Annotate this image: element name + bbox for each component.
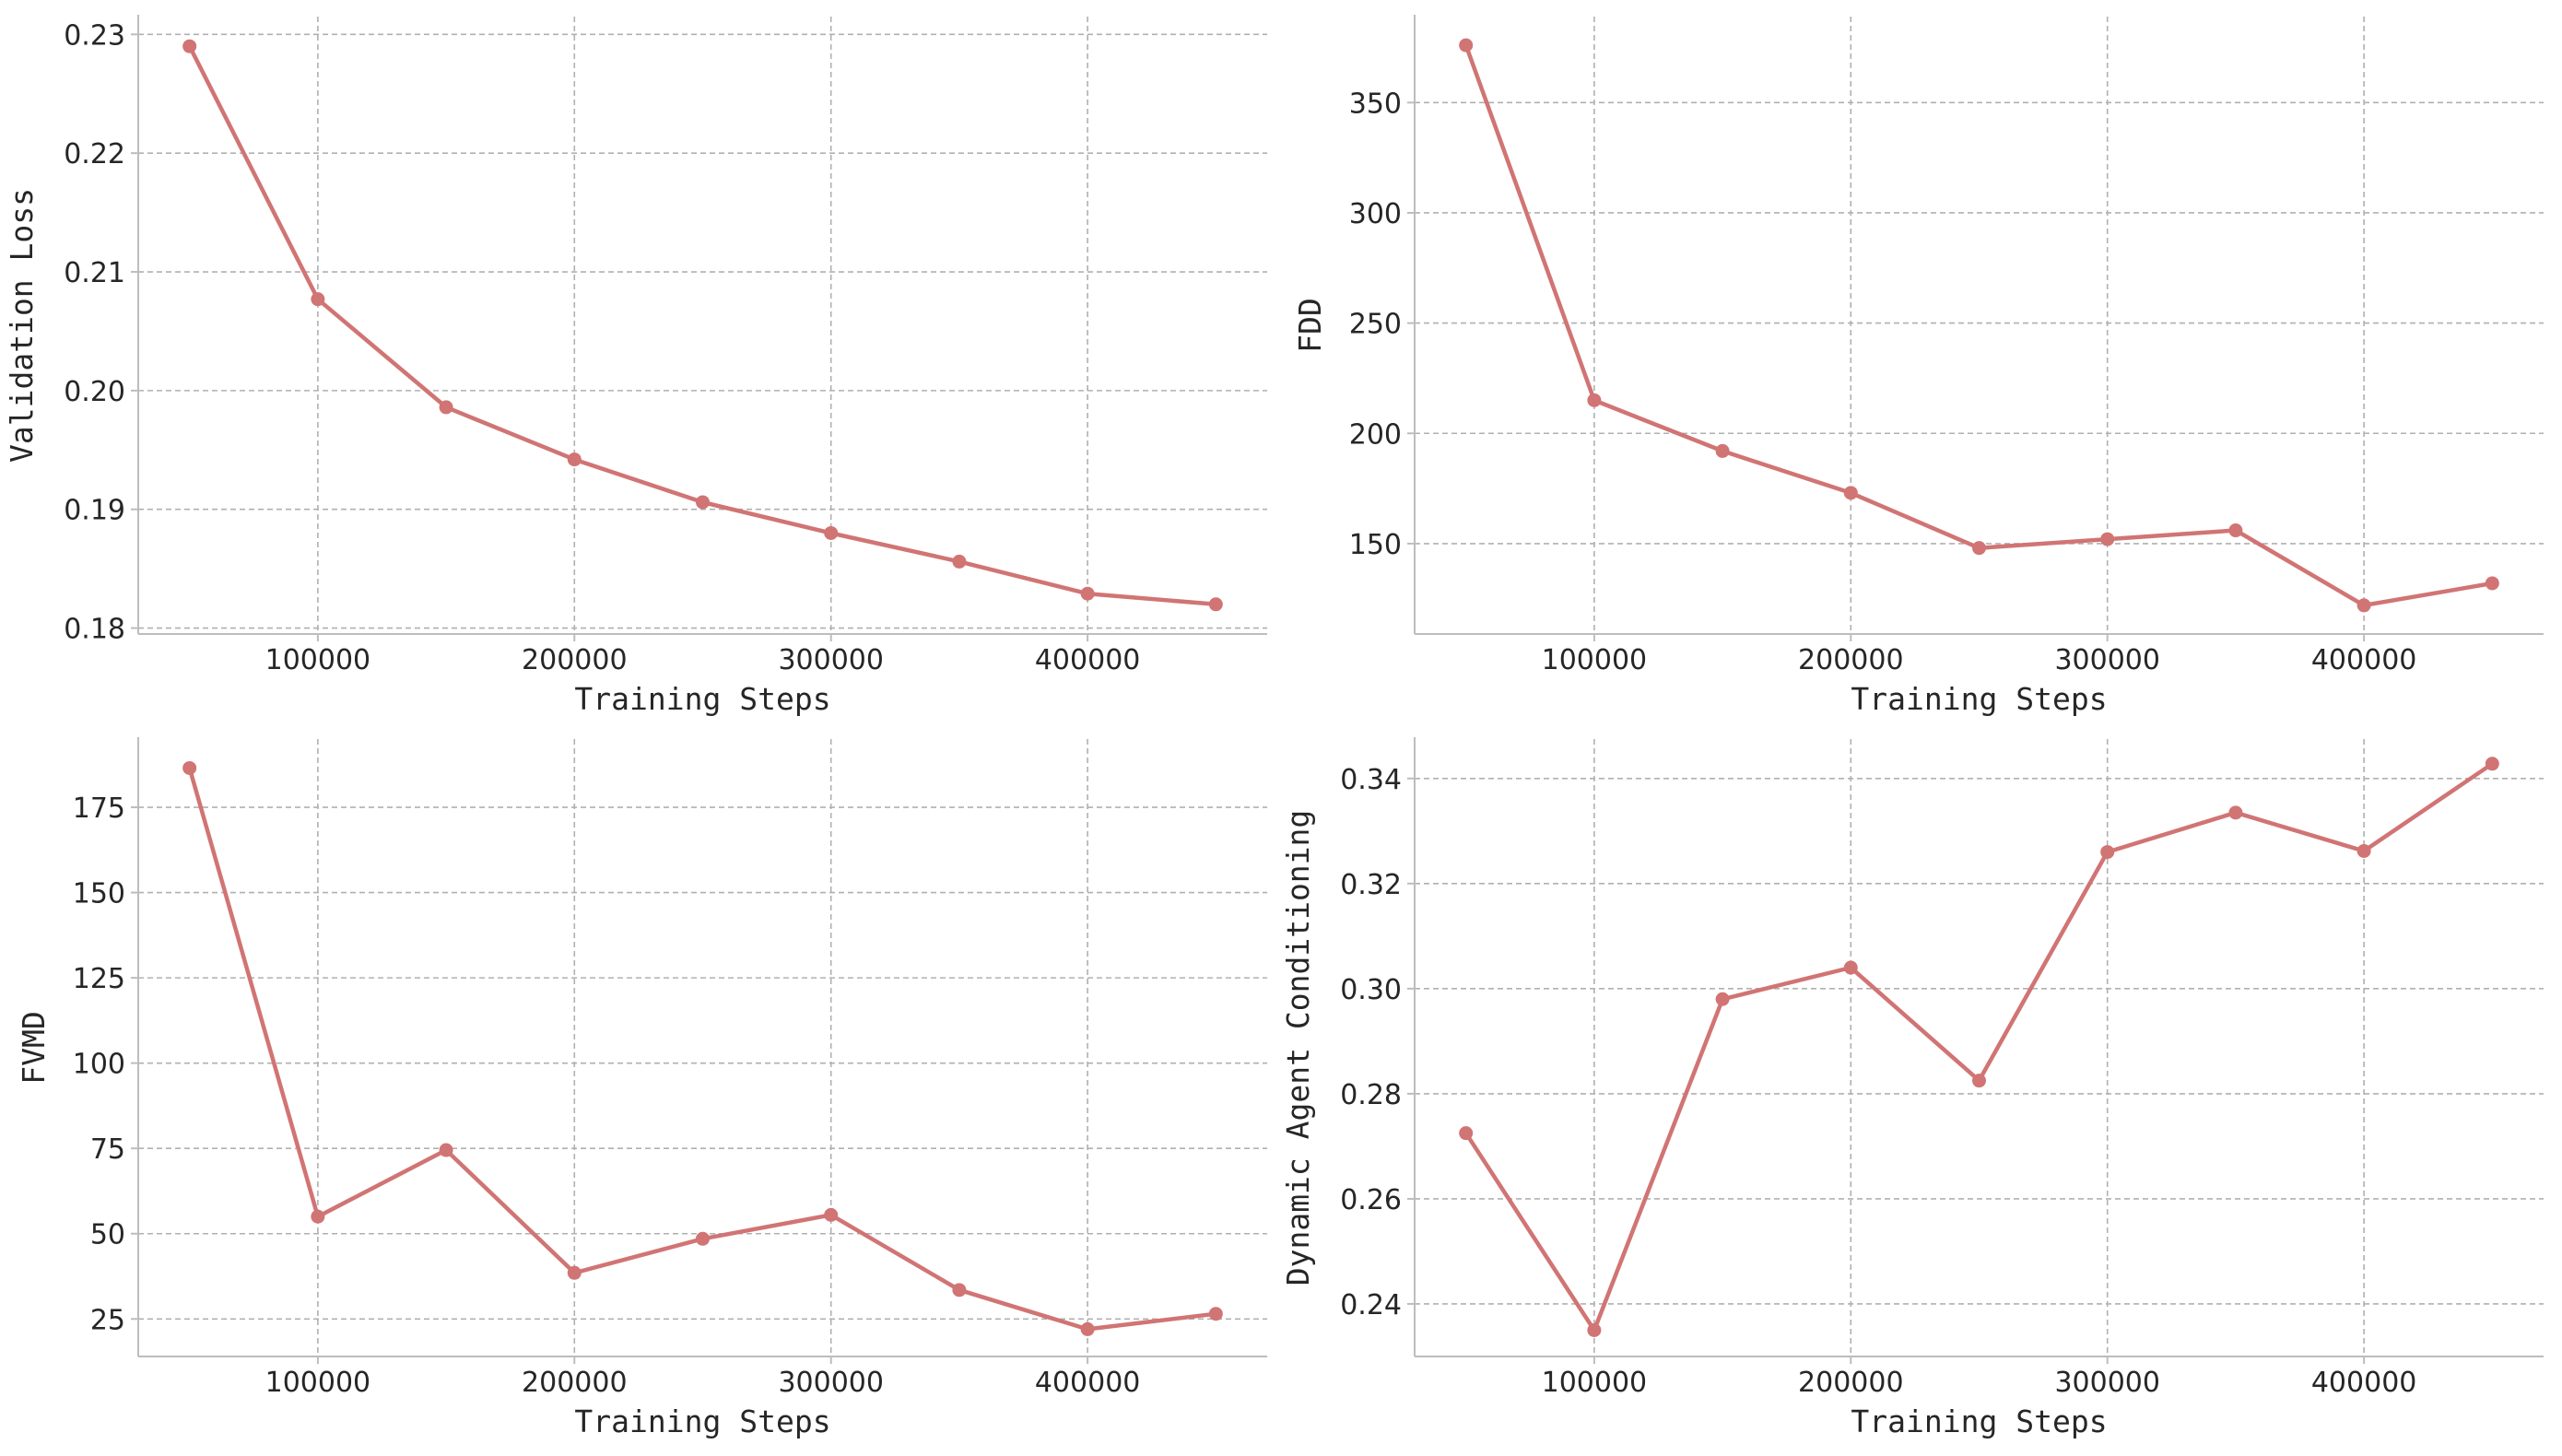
data-point [1459, 1126, 1474, 1141]
x-tick-label: 400000 [2311, 1367, 2417, 1399]
data-point [311, 1209, 325, 1224]
x-tick-label: 300000 [778, 1367, 884, 1399]
data-point [1587, 1322, 1602, 1337]
data-point [182, 39, 197, 53]
chart-panel-1: 0.18 0.19 0.20 0.21 0.22 0.23 100000 200000 3000… [4, 15, 1267, 717]
y-tick-label: 0.28 [1340, 1079, 1402, 1111]
x-axis-label: Training Steps [574, 1403, 830, 1439]
x-tick-label: 400000 [1035, 1367, 1141, 1399]
y-axis-label: Validation Loss [4, 188, 40, 463]
x-axis-label: Training Steps [1851, 681, 2107, 717]
y-tick-label: 0.19 [64, 495, 125, 527]
chart-panel-3: 25 50 75 100 125 150 175 100000 200000 300000 4000… [16, 737, 1267, 1439]
data-point [1843, 960, 1858, 975]
data-point [311, 292, 325, 307]
data-point [696, 1231, 710, 1246]
y-tick-label: 0.34 [1340, 764, 1402, 796]
y-tick-label: 25 [90, 1304, 125, 1336]
x-tick-label: 300000 [2054, 644, 2160, 676]
data-point [2356, 598, 2371, 613]
y-axis-label: FVMD [16, 1011, 52, 1084]
x-tick-label: 200000 [1798, 1367, 1904, 1399]
y-tick-label: 250 [1349, 309, 1402, 341]
data-point [1080, 586, 1095, 601]
y-tick-label: 125 [73, 963, 125, 995]
x-tick-label: 300000 [2054, 1367, 2160, 1399]
x-tick-label: 100000 [265, 1367, 371, 1399]
y-tick-label: 0.21 [64, 257, 125, 289]
y-axis-label: Dynamic Agent Conditioning [1280, 810, 1316, 1286]
data-point [1459, 38, 1474, 53]
y-tick-label: 0.32 [1340, 869, 1402, 901]
y-tick-label: 200 [1349, 418, 1402, 451]
x-axis-label: Training Steps [574, 681, 830, 717]
x-tick-label: 400000 [1035, 644, 1141, 676]
y-tick-label: 0.22 [64, 138, 125, 170]
data-point [1972, 1074, 1986, 1088]
y-tick-label: 150 [73, 878, 125, 910]
x-tick-label: 400000 [2311, 644, 2417, 676]
data-point [952, 1283, 967, 1297]
x-tick-label: 100000 [265, 644, 371, 676]
data-point [1715, 992, 1730, 1006]
y-tick-label: 150 [1349, 529, 1402, 561]
data-point [1843, 486, 1858, 500]
data-point [696, 495, 710, 510]
y-tick-label: 0.24 [1340, 1289, 1402, 1321]
x-tick-label: 200000 [522, 644, 628, 676]
x-tick-label: 200000 [522, 1367, 628, 1399]
data-point [2100, 532, 2115, 546]
data-point [1972, 541, 1986, 556]
y-tick-label: 0.30 [1340, 974, 1402, 1006]
data-point [1587, 393, 1602, 407]
y-tick-label: 350 [1349, 88, 1402, 120]
y-tick-label: 50 [90, 1219, 125, 1251]
y-tick-label: 75 [90, 1133, 125, 1166]
x-axis-label: Training Steps [1851, 1403, 2107, 1439]
x-tick-label: 100000 [1542, 644, 1648, 676]
data-point [824, 1207, 839, 1222]
y-tick-label: 175 [73, 793, 125, 825]
y-tick-label: 300 [1349, 198, 1402, 230]
data-point [2228, 523, 2243, 538]
series-line [1463, 42, 2495, 608]
data-point [439, 400, 453, 415]
data-point [182, 760, 197, 775]
y-tick-label: 0.20 [64, 376, 125, 408]
data-point [2228, 805, 2243, 820]
data-point [567, 1265, 582, 1280]
data-point [2100, 845, 2115, 860]
x-tick-label: 200000 [1798, 644, 1904, 676]
chart-panel-2: 150 200 250 300 350 100000 200000 300000 400000 T… [1292, 15, 2544, 717]
series-line [187, 43, 1218, 607]
data-point [2485, 757, 2499, 771]
data-point [1715, 443, 1730, 458]
y-axis-label: FDD [1292, 298, 1328, 353]
data-point [824, 525, 839, 540]
y-tick-label: 0.26 [1340, 1184, 1402, 1216]
data-point [2356, 843, 2371, 858]
x-tick-label: 300000 [778, 644, 884, 676]
x-tick-label: 100000 [1542, 1367, 1648, 1399]
y-tick-label: 100 [73, 1049, 125, 1081]
y-tick-label: 0.23 [64, 19, 125, 52]
chart-panel-4: 0.24 0.26 0.28 0.30 0.32 0.34 100000 200000 3000… [1280, 737, 2544, 1439]
data-point [567, 452, 582, 467]
data-point [1080, 1321, 1095, 1336]
data-point [2485, 576, 2499, 591]
data-point [1208, 597, 1223, 612]
data-point [439, 1143, 453, 1157]
data-point [1208, 1307, 1223, 1321]
data-point [952, 554, 967, 569]
series-line [1463, 761, 2495, 1333]
y-tick-label: 0.18 [64, 614, 125, 646]
